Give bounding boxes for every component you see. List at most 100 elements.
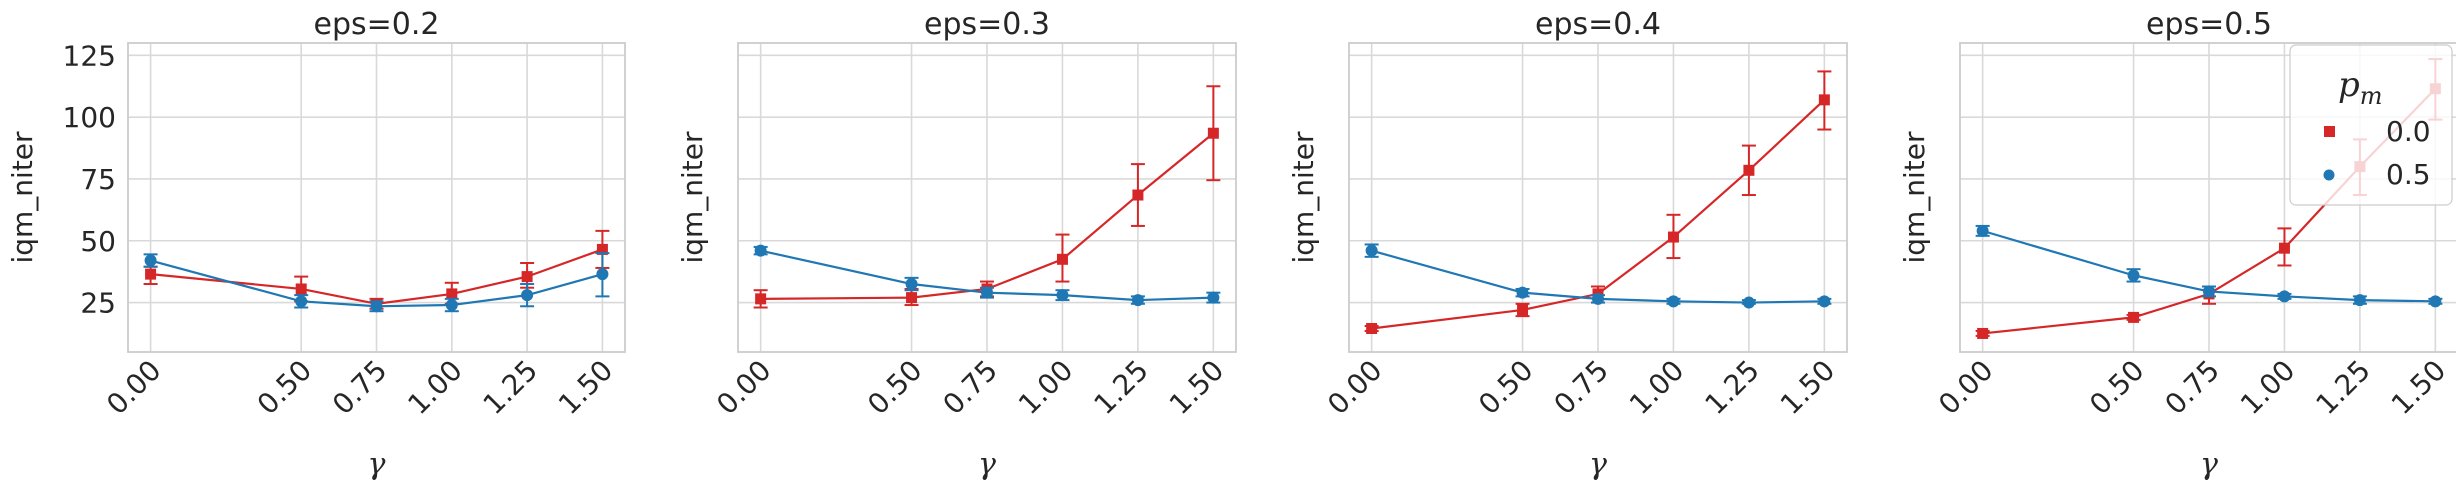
data-point — [1056, 253, 1068, 265]
y-axis-label: iqm_niter — [6, 131, 39, 264]
x-tick-label: 1.25 — [477, 354, 544, 421]
data-point — [2429, 295, 2442, 308]
data-point — [754, 244, 767, 257]
x-tick-label: 0.00 — [100, 354, 167, 421]
legend-title: pm — [2338, 65, 2383, 110]
y-axis-label: iqm_niter — [1898, 131, 1931, 264]
y-tick-label: 50 — [80, 225, 116, 258]
x-axis-label: γ — [368, 447, 386, 482]
x-tick-label: 1.50 — [1774, 354, 1841, 421]
data-point — [1056, 289, 1069, 302]
data-point — [145, 268, 157, 280]
y-axis-label: iqm_niter — [1287, 131, 1320, 264]
data-point — [1742, 296, 1755, 309]
x-tick-label: 1.50 — [1163, 354, 1230, 421]
legend-box — [2289, 44, 2453, 206]
data-point — [1207, 291, 1220, 304]
y-tick-label: 75 — [80, 163, 116, 196]
x-tick-label: 0.75 — [2159, 354, 2226, 421]
data-point — [2203, 285, 2215, 298]
panel-title: eps=0.4 — [1535, 7, 1661, 42]
legend-entry-1: 0.5 — [2386, 158, 2431, 191]
data-point — [1818, 94, 1830, 106]
data-point — [2127, 269, 2140, 282]
x-tick-label: 0.75 — [937, 354, 1004, 421]
series-line — [150, 259, 603, 308]
series-line — [1982, 229, 2436, 303]
panel-2: eps=0.3 iqm_niter 0.00 0.50 0.75 1.00 1.25 1.50… — [676, 7, 1237, 482]
x-tick-label: 0.50 — [861, 354, 928, 421]
data-point — [295, 295, 308, 308]
series-pm-0-5 — [143, 252, 610, 313]
y-tick-label: 125 — [63, 39, 116, 72]
data-point — [596, 243, 608, 255]
data-point — [1207, 127, 1219, 139]
series-line — [1371, 249, 1825, 304]
data-point — [1366, 323, 1378, 335]
data-point — [1667, 295, 1680, 308]
x-tick-label: 1.00 — [2234, 354, 2301, 421]
x-axis-label: γ — [2200, 447, 2218, 482]
x-tick-label: 0.75 — [1548, 354, 1615, 421]
x-axis-label: γ — [978, 447, 996, 482]
data-point — [1365, 244, 1378, 257]
data-point — [2128, 311, 2140, 323]
series-line — [760, 249, 1214, 302]
x-tick-label: 1.50 — [552, 354, 619, 421]
data-point — [295, 283, 307, 295]
data-point — [1667, 231, 1679, 243]
legend-title-subscript: m — [2360, 82, 2383, 110]
data-point — [2278, 290, 2291, 303]
data-point — [521, 289, 534, 302]
data-point — [596, 268, 609, 281]
series-pm-0-5 — [1364, 243, 1832, 309]
x-tick-label: 1.00 — [401, 354, 468, 421]
x-tick-label: 0.00 — [710, 354, 777, 421]
data-point — [906, 292, 918, 304]
series-pm-0-5 — [753, 244, 1221, 307]
panel-1: eps=0.2 25 50 75 100 125 iqm_niter 0.00 0.50 0.75… — [6, 7, 626, 482]
data-point — [2353, 294, 2366, 307]
legend: pm0.0 0.5 — [2289, 44, 2453, 206]
data-point — [144, 254, 157, 267]
x-axis-label: γ — [1589, 447, 1607, 482]
data-point — [521, 271, 533, 283]
x-tick-label: 1.25 — [2309, 354, 2376, 421]
x-tick-label: 1.50 — [2385, 354, 2452, 421]
data-point — [1976, 224, 1989, 237]
data-point — [2278, 242, 2290, 254]
panel-title: eps=0.2 — [314, 7, 440, 42]
legend-marker-square — [2324, 126, 2335, 137]
x-tick-label: 0.50 — [251, 354, 318, 421]
y-tick-label: 25 — [80, 287, 116, 320]
data-point — [1517, 304, 1529, 316]
x-tick-label: 0.00 — [1932, 354, 1999, 421]
x-tick-label: 1.25 — [1087, 354, 1154, 421]
panel-3: eps=0.4 iqm_niter 0.00 0.50 0.75 1.00 1.25 1.50… — [1287, 7, 1848, 482]
data-point — [1132, 189, 1144, 201]
axes-frame — [127, 42, 626, 353]
x-tick-label: 0.50 — [2083, 354, 2150, 421]
x-tick-label: 1.25 — [1698, 354, 1765, 421]
data-point — [1818, 295, 1831, 308]
y-axis-label: iqm_niter — [676, 131, 709, 264]
series-line — [1371, 99, 1826, 330]
panel-title: eps=0.5 — [2146, 7, 2272, 42]
legend-marker-circle — [2323, 169, 2335, 181]
axes-frame — [1959, 42, 2456, 353]
legend-entry-0: 0.0 — [2386, 115, 2431, 148]
y-tick-label: 100 — [63, 101, 116, 134]
series-line — [150, 248, 603, 305]
x-tick-label: 0.50 — [1472, 354, 1539, 421]
data-point — [981, 286, 993, 299]
x-tick-label: 0.75 — [326, 354, 393, 421]
data-point — [905, 278, 918, 291]
data-point — [1592, 292, 1604, 305]
data-point — [446, 288, 458, 300]
x-tick-label: 1.00 — [1623, 354, 1690, 421]
legend-title-main: p — [2338, 65, 2360, 105]
data-point — [755, 293, 767, 305]
axes-frame — [737, 42, 1237, 353]
x-tick-label: 1.00 — [1012, 354, 1079, 421]
